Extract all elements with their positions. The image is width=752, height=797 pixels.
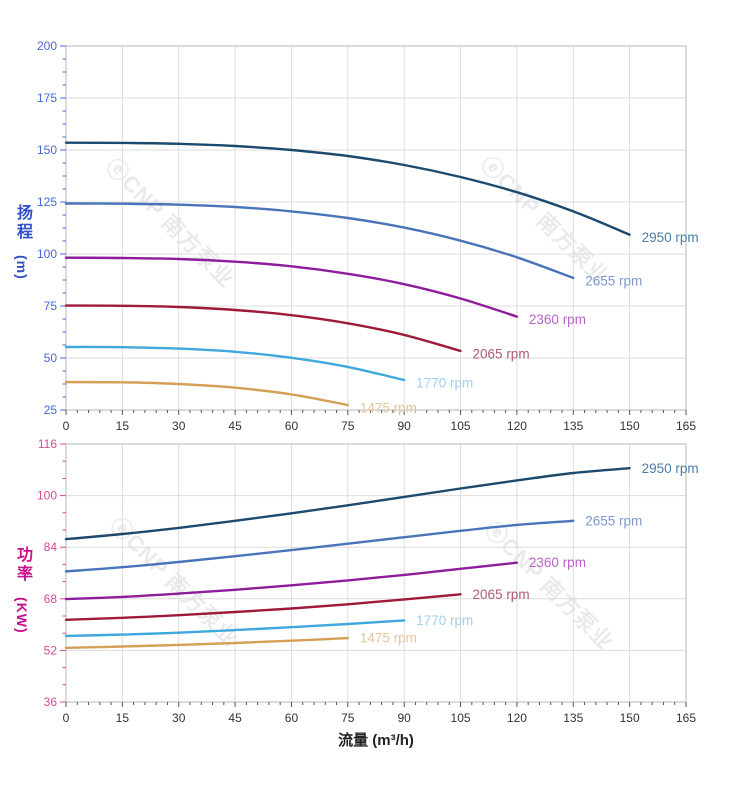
curve-1475-rpm [64, 636, 349, 649]
power-axis-title: 功率 (KW) [12, 546, 32, 634]
y-tick-label: 52 [44, 643, 58, 657]
curve-1475-rpm [64, 380, 349, 407]
power-chart: 36 52 68 84 100 116 0 15 30 45 60 75 90 105 120 135 150 1… [37, 437, 699, 725]
power-y-ticks [60, 443, 66, 703]
x-tick-label: 90 [398, 711, 412, 725]
y-tick-label: 100 [37, 247, 57, 261]
x-tick-label: 165 [676, 419, 696, 433]
y-tick-label: 68 [44, 592, 58, 606]
series-label: 2065 rpm [473, 587, 530, 602]
head-axis-unit: (m) [14, 255, 30, 281]
power-axis-unit: (KW) [14, 597, 30, 635]
series-label: 2065 rpm [473, 346, 530, 361]
head-y-ticks [60, 45, 66, 411]
head-x-ticks [65, 410, 687, 415]
curve-2655-rpm [64, 519, 575, 573]
series-label: 2950 rpm [642, 461, 699, 476]
x-tick-label: 45 [228, 419, 242, 433]
x-tick-label: 165 [676, 711, 696, 725]
series-label: 2950 rpm [642, 230, 699, 245]
y-tick-label: 36 [44, 695, 58, 709]
curve-2950-rpm [64, 467, 631, 541]
y-tick-label: 100 [37, 489, 57, 503]
x-tick-label: 0 [63, 419, 70, 433]
curve-2360-rpm [64, 561, 519, 601]
curve-1770-rpm [64, 619, 406, 638]
x-tick-label: 105 [451, 419, 471, 433]
power-plot-border [65, 443, 687, 703]
series-label: 1475 rpm [360, 401, 417, 416]
head-chart: 25 50 75 100 125 150 175 200 0 15 30 45 60 75 90 105 120… [37, 39, 699, 433]
x-tick-label: 120 [507, 419, 527, 433]
x-tick-label: 60 [285, 711, 299, 725]
x-tick-label: 75 [341, 419, 355, 433]
x-tick-label: 0 [63, 711, 70, 725]
power-x-ticks [65, 702, 687, 707]
x-tick-label: 135 [563, 711, 583, 725]
head-axis-title-text: 扬程 [14, 204, 31, 242]
x-tick-label: 15 [116, 711, 130, 725]
curve-2655-rpm [64, 202, 575, 280]
curve-2065-rpm [64, 593, 462, 621]
series-label: 1770 rpm [416, 376, 473, 391]
head-gridlines [66, 46, 686, 410]
y-tick-label: 125 [37, 195, 57, 209]
x-tick-label: 150 [620, 419, 640, 433]
y-tick-label: 25 [44, 403, 58, 417]
x-tick-label: 60 [285, 419, 299, 433]
y-tick-label: 150 [37, 143, 57, 157]
x-tick-label: 15 [116, 419, 130, 433]
series-label: 2655 rpm [585, 273, 642, 288]
head-plot-border [65, 45, 687, 411]
series-label: 1770 rpm [416, 613, 473, 628]
series-label: 2655 rpm [585, 513, 642, 528]
y-tick-label: 200 [37, 39, 57, 53]
y-tick-label: 50 [44, 351, 58, 365]
x-tick-label: 150 [620, 711, 640, 725]
curve-2360-rpm [64, 256, 519, 318]
curve-2065-rpm [64, 304, 462, 353]
x-tick-label: 135 [563, 419, 583, 433]
y-tick-label: 75 [44, 299, 58, 313]
power-axis-title-text: 功率 [14, 546, 31, 584]
x-tick-label: 75 [341, 711, 355, 725]
x-tick-label: 30 [172, 711, 186, 725]
flow-axis-title: 流量 (m³/h) [338, 732, 414, 749]
curve-2950-rpm [64, 141, 631, 236]
y-tick-label: 116 [38, 437, 57, 451]
head-axis-title: 扬程 (m) [12, 204, 32, 280]
curve-1770-rpm [64, 345, 406, 382]
x-tick-label: 45 [228, 711, 242, 725]
power-gridlines [66, 444, 686, 702]
x-tick-label: 120 [507, 711, 527, 725]
x-tick-label: 105 [451, 711, 471, 725]
series-label: 1475 rpm [360, 631, 417, 646]
y-tick-label: 175 [37, 91, 57, 105]
y-tick-label: 84 [44, 540, 58, 554]
series-label: 2360 rpm [529, 312, 586, 327]
x-tick-label: 90 [398, 419, 412, 433]
x-tick-label: 30 [172, 419, 186, 433]
series-label: 2360 rpm [529, 555, 586, 570]
